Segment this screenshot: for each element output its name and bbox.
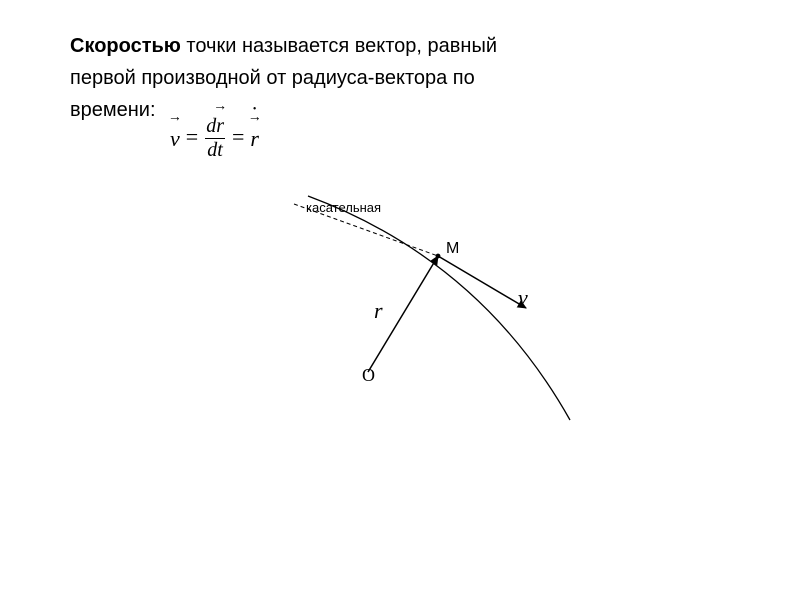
label-point-m: M (446, 240, 459, 258)
formula-fraction: dr dt (204, 112, 226, 161)
label-origin: O (362, 365, 375, 386)
definition-text: Скоростью точки называется вектор, равны… (70, 30, 690, 126)
label-velocity: v (518, 285, 528, 311)
text-line2: первой производной от радиуса-вектора по (70, 67, 475, 89)
point-m-dot (436, 254, 441, 259)
formula-v: v (170, 122, 180, 152)
formula-rdot: r (250, 122, 259, 152)
frac-den: dt (205, 138, 225, 161)
bold-lead: Скоростью (70, 35, 181, 57)
slide: Скоростью точки называется вектор, равны… (0, 0, 800, 600)
text-line1-rest: точки называется вектор, равный (181, 35, 497, 57)
velocity-formula: v = dr dt = r (170, 112, 259, 161)
diagram-svg (270, 190, 640, 450)
label-tangent: касательная (306, 200, 381, 215)
frac-d: d (206, 115, 216, 137)
formula-eq1: = (186, 124, 198, 150)
formula-eq2: = (232, 124, 244, 150)
text-line3: времени: (70, 99, 156, 121)
velocity-diagram: касательная M v r O (270, 190, 640, 450)
velocity-vector (438, 256, 526, 308)
frac-r: r (216, 112, 224, 137)
trajectory-curve (308, 196, 570, 420)
label-radius: r (374, 298, 383, 324)
